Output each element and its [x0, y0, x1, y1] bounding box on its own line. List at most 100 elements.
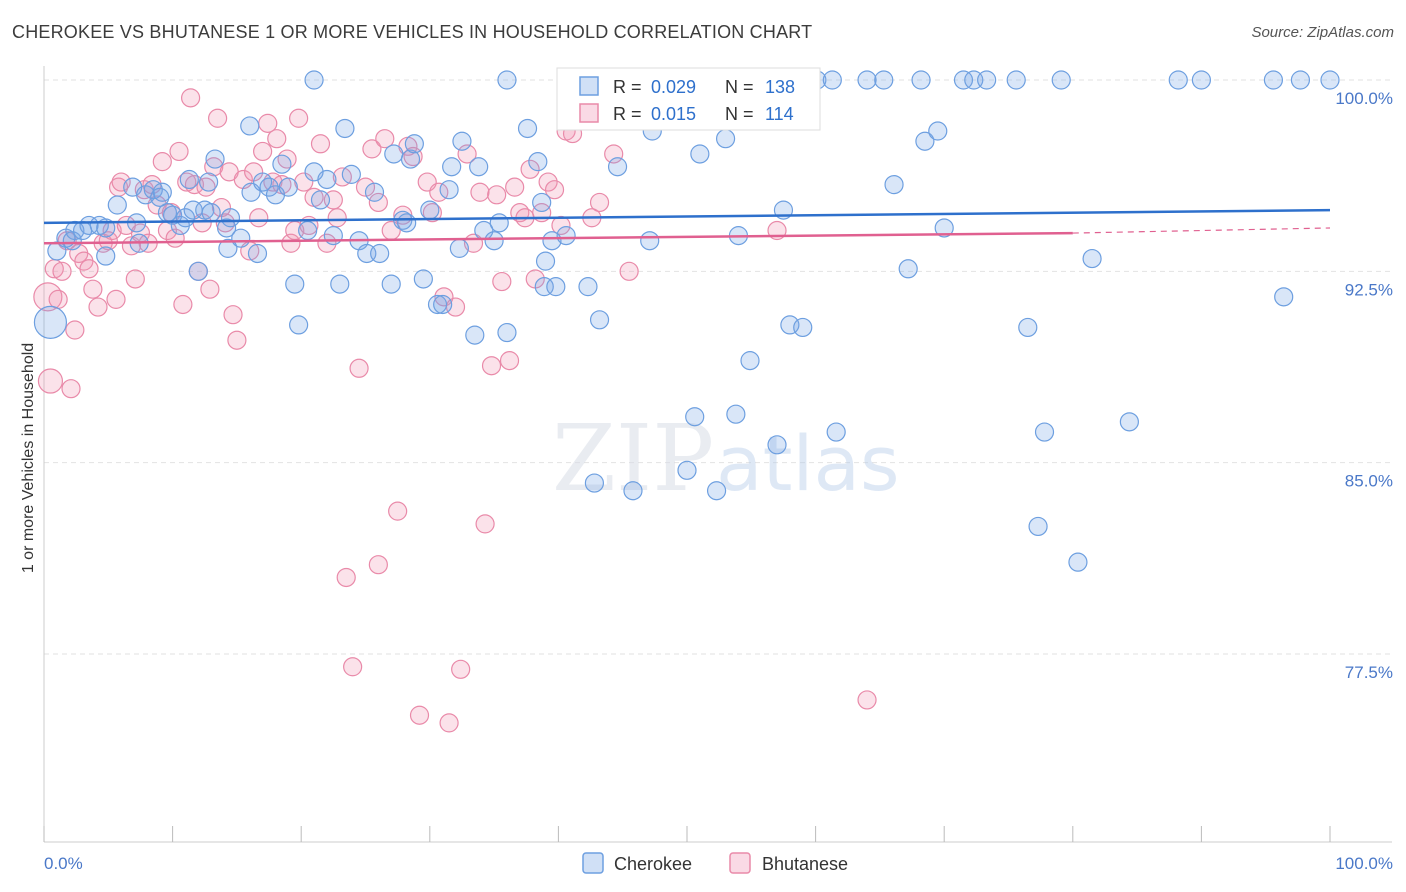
watermark: ZIP atlas — [552, 405, 900, 512]
y-axis-label: 1 or more Vehicles in Household — [20, 343, 37, 573]
legend-bhutanese-label: Bhutanese — [762, 854, 848, 874]
cherokee-point — [556, 226, 576, 246]
source-label: Source: ZipAtlas.com — [1251, 24, 1394, 41]
cherokee-r-label: R = — [613, 77, 642, 97]
cherokee-point — [953, 70, 974, 90]
cherokee-point — [1263, 70, 1284, 90]
cherokee-point — [364, 182, 385, 202]
cherokee-point — [584, 473, 605, 493]
bhutanese-n-value: 114 — [765, 104, 794, 124]
cherokee-point — [1320, 70, 1340, 90]
cherokee-point — [150, 187, 170, 207]
x-tick-labels: 0.0% 100.0% — [44, 854, 1393, 873]
cherokee-point — [1082, 248, 1102, 269]
bhutanese-trend-extension — [1072, 227, 1331, 234]
cherokee-point — [726, 404, 746, 424]
bhutanese-point — [277, 149, 297, 169]
bhutanese-swatch — [579, 103, 599, 123]
cherokee-point — [1006, 70, 1026, 90]
x-tick-label-1: 100.0% — [1335, 854, 1393, 873]
cherokee-point — [179, 169, 199, 190]
bhutanese-point — [294, 172, 314, 192]
bhutanese-point — [551, 215, 571, 236]
bhutanese-trend-line — [43, 231, 1073, 245]
cherokee-point — [188, 261, 208, 281]
cherokee-point — [1034, 422, 1055, 442]
cherokee-point — [542, 231, 562, 251]
bhutanese-point — [196, 177, 216, 197]
cherokee-point — [532, 192, 552, 213]
bhutanese-point — [204, 157, 224, 177]
bhutanese-point — [106, 289, 126, 309]
bhutanese-point — [619, 261, 639, 281]
cherokee-point — [934, 218, 954, 238]
bhutanese-point — [177, 172, 197, 192]
cherokee-point — [335, 118, 355, 139]
cherokee-point — [1119, 412, 1139, 432]
cherokee-point — [218, 238, 238, 258]
cherokee-point — [1168, 70, 1188, 90]
cherokee-point — [534, 277, 554, 297]
bhutanese-point — [152, 152, 172, 172]
cherokee-point — [546, 277, 566, 297]
cherokee-point — [452, 131, 472, 151]
legend-bhutanese-swatch — [729, 852, 751, 874]
cherokee-point — [259, 177, 279, 197]
cherokee-point — [1028, 516, 1048, 537]
cherokee-point — [826, 422, 846, 442]
bhutanese-point — [48, 289, 68, 309]
cherokee-point — [253, 172, 273, 192]
y-tick-label-3: 77.5% — [1345, 663, 1393, 682]
cherokee-point — [33, 305, 68, 339]
bhutanese-point — [208, 108, 228, 128]
cherokee-point — [96, 246, 116, 266]
bhutanese-point — [481, 356, 502, 376]
bhutanese-point — [52, 261, 72, 281]
cherokee-point — [397, 213, 417, 233]
cherokee-point — [404, 134, 424, 154]
cherokee-point — [857, 70, 877, 90]
bhutanese-point — [451, 659, 471, 679]
cherokee-point — [497, 70, 517, 90]
cherokee-trend-line — [43, 208, 1331, 225]
bhutanese-r-value: 0.015 — [651, 104, 696, 124]
cherokee-point — [310, 190, 331, 210]
cherokee-point — [767, 435, 787, 455]
bhutanese-point — [310, 134, 331, 154]
cherokee-point — [740, 351, 760, 371]
bhutanese-point — [253, 141, 273, 162]
cherokee-point — [469, 157, 489, 177]
cherokee-point — [442, 157, 462, 177]
bhutanese-point — [289, 108, 309, 128]
bhutanese-point — [200, 279, 220, 299]
cherokee-point — [201, 203, 221, 223]
bhutanese-point — [37, 368, 64, 394]
cherokee-point — [715, 129, 736, 149]
cherokee-point — [370, 243, 390, 264]
chart-title: CHEROKEE VS BHUTANESE 1 OR MORE VEHICLES… — [12, 22, 813, 42]
bhutanese-point — [520, 159, 540, 179]
cherokee-point — [205, 149, 225, 169]
cherokee-point — [677, 460, 697, 480]
cherokee-point — [317, 169, 337, 190]
bhutanese-point — [169, 141, 189, 162]
cherokee-point — [578, 277, 598, 297]
bhutanese-point — [65, 320, 85, 340]
cherokee-point — [285, 274, 305, 294]
legend-cherokee-label: Cherokee — [614, 854, 692, 874]
cherokee-point — [247, 243, 268, 264]
bhutanese-point — [111, 172, 131, 192]
bhutanese-point — [544, 180, 565, 200]
cherokee-point — [640, 231, 660, 251]
legend-cherokee-swatch — [582, 852, 604, 874]
x-tick-label-0: 0.0% — [44, 854, 83, 873]
cherokee-point — [323, 226, 343, 246]
cherokee-point — [199, 172, 219, 192]
cherokee-point — [217, 218, 237, 238]
bhutanese-point — [317, 233, 337, 253]
cherokee-point — [107, 195, 127, 215]
cherokee-point — [690, 144, 710, 164]
bhutanese-r-label: R = — [613, 104, 642, 124]
cherokee-point — [706, 481, 727, 501]
